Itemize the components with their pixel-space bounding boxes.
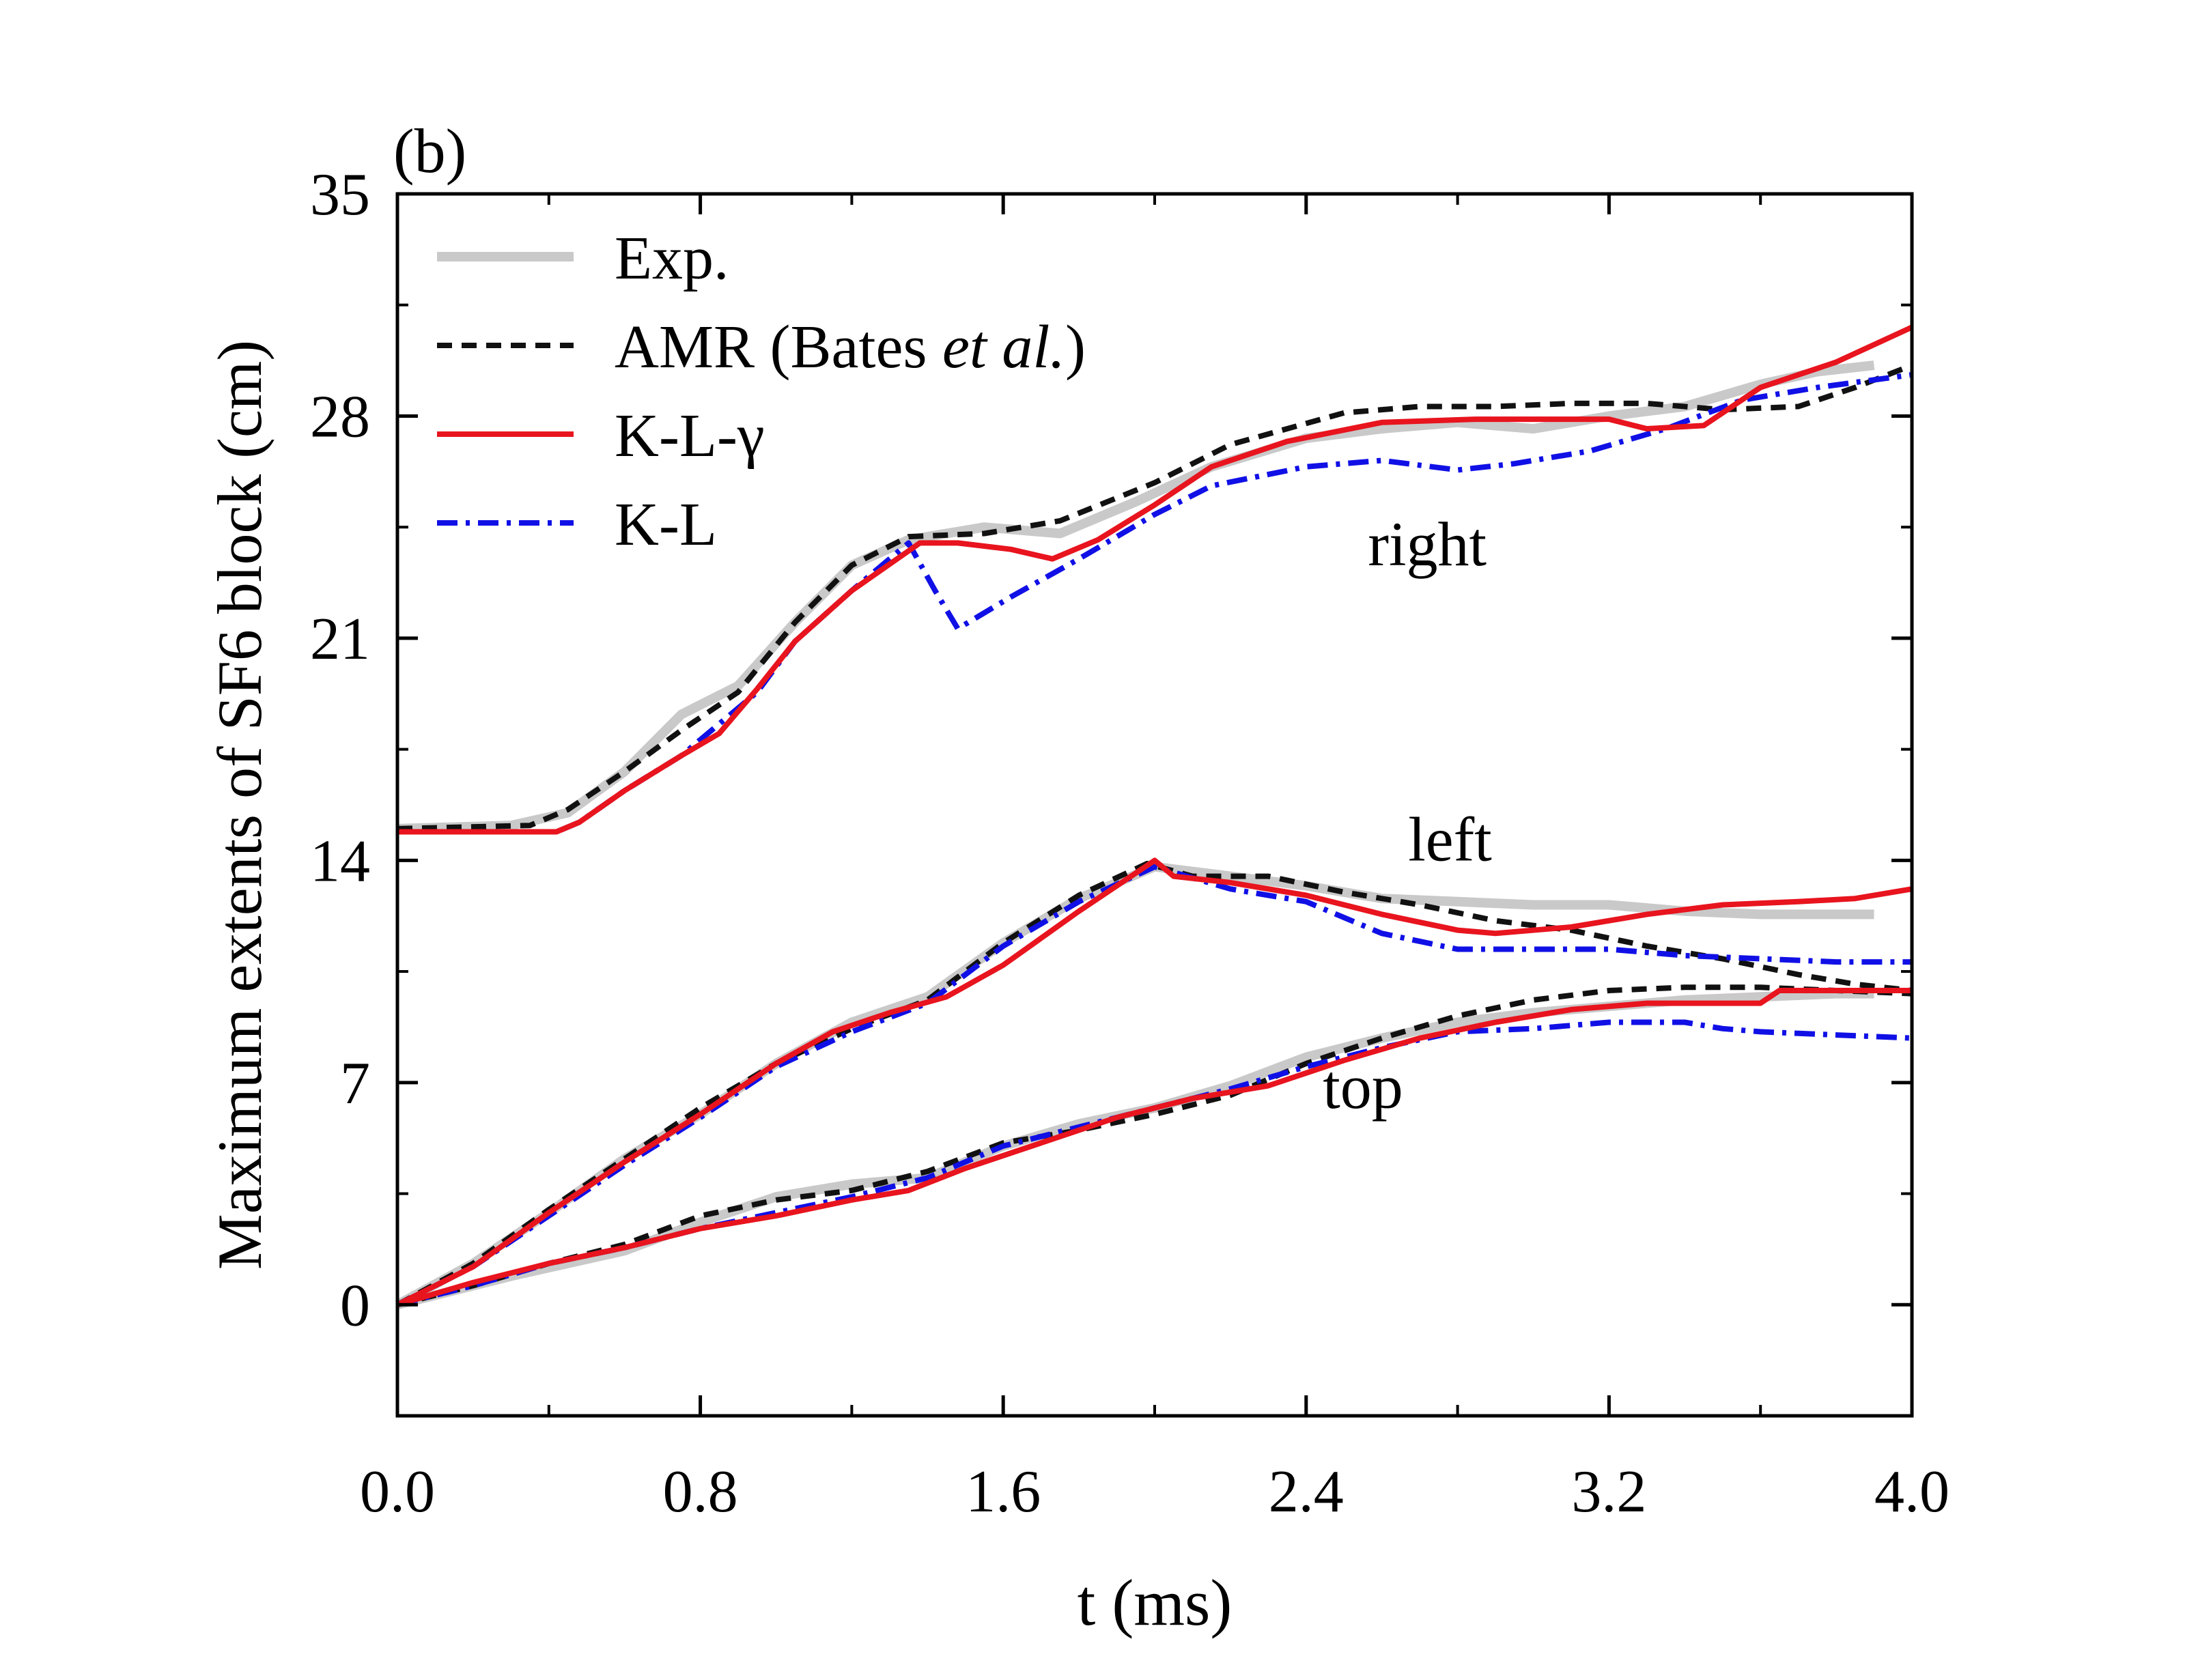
x-tick-label: 4.0: [1874, 1459, 1949, 1525]
annotation-right: right: [1368, 509, 1487, 579]
legend-label-klg: K-L-γ: [615, 402, 765, 470]
y-tick-label: 28: [310, 384, 370, 450]
legend-label-amr: AMR (Bates et al.): [615, 313, 1086, 381]
legend: Exp. AMR (Bates et al.) K-L-γ K-L: [437, 225, 1086, 558]
series-line-top-exp: [396, 988, 1874, 1310]
series-line-left-amr: [396, 861, 1913, 1307]
legend-label-kl: K-L: [615, 491, 717, 558]
panel-label: (b): [393, 116, 466, 186]
series-line-left-exp: [395, 862, 1874, 1309]
y-tick-label: 35: [310, 162, 370, 228]
series-line-left-klg: [396, 857, 1913, 1307]
annotation-left: left: [1408, 804, 1492, 874]
curve-annotations: right left top: [1323, 509, 1492, 1122]
y-axis-label: Maximum extents of SF6 block (cm): [205, 340, 274, 1270]
y-tick-label: 14: [310, 828, 370, 894]
x-tick-label: 0.0: [360, 1459, 435, 1525]
y-tick-label: 21: [310, 606, 370, 672]
series-line-top-amr: [397, 984, 1913, 1308]
x-tick-label: 1.6: [966, 1459, 1041, 1525]
y-tick-label: 0: [340, 1272, 370, 1339]
y-tick-label: 7: [340, 1051, 370, 1117]
legend-label-exp: Exp.: [615, 225, 729, 292]
series-line-left-kl: [396, 864, 1912, 1307]
series-line-right-exp: [397, 360, 1875, 834]
x-tick-label: 0.8: [663, 1459, 738, 1525]
series-line-right-amr: [397, 362, 1913, 831]
axis-ticks: 0.0 0.8 1.6 2.4 3.2 4.0 0 7 14 21 28 35: [310, 162, 1949, 1525]
x-tick-label: 3.2: [1571, 1459, 1646, 1525]
series-line-right-klg: [397, 324, 1913, 835]
annotation-top: top: [1323, 1052, 1403, 1122]
series-layer: [395, 324, 1913, 1310]
x-tick-label: 2.4: [1269, 1459, 1344, 1525]
series-line-top-klg: [396, 988, 1912, 1308]
x-axis-label: t (ms): [1078, 1566, 1233, 1639]
